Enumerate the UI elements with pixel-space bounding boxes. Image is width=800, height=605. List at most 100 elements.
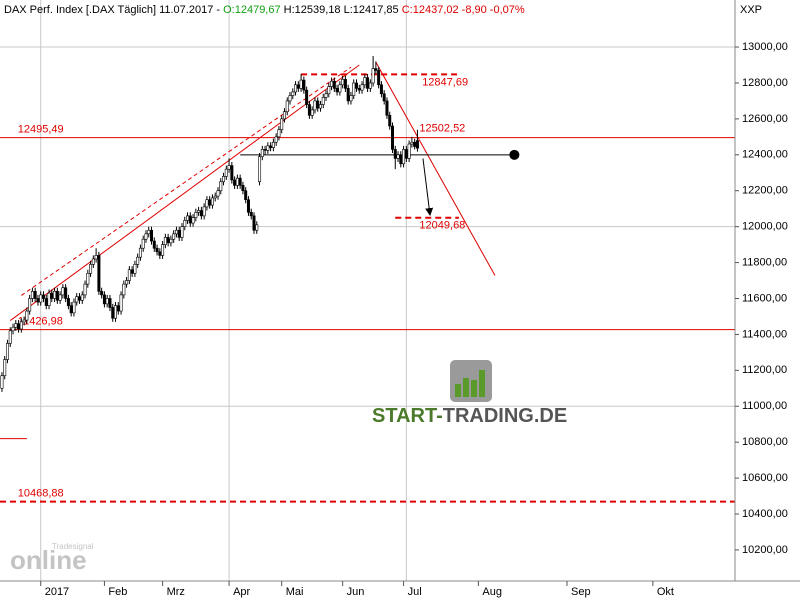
- candles: [0, 56, 419, 392]
- candle-body: [53, 291, 57, 299]
- candle-body: [404, 149, 408, 159]
- candle-body: [341, 79, 345, 86]
- candle-body: [305, 89, 309, 105]
- candle-body: [55, 291, 59, 301]
- x-tick-label: Okt: [657, 586, 674, 598]
- candle-body: [116, 305, 120, 312]
- candle-body: [94, 255, 98, 260]
- quote-open: O:12479,67: [223, 4, 281, 16]
- candle-body: [252, 215, 256, 231]
- y-tick-label: 12000,00: [742, 221, 788, 233]
- candle-body: [410, 141, 414, 145]
- candle-body: [241, 185, 245, 192]
- candle-body: [224, 168, 228, 177]
- candle-body: [202, 206, 206, 217]
- candle-body: [169, 238, 173, 244]
- candle-body: [161, 244, 165, 256]
- x-tick-label: Jul: [408, 586, 422, 598]
- y-tick-label: 11600,00: [742, 292, 787, 304]
- candle-body: [246, 199, 250, 213]
- candle-body: [30, 291, 34, 299]
- x-tick-label: 2017: [45, 586, 69, 598]
- candle-body: [39, 294, 43, 303]
- candle-body: [180, 226, 184, 238]
- candle-body: [64, 287, 68, 299]
- y-tick-label: 12400,00: [742, 149, 788, 161]
- candle-body: [327, 86, 331, 95]
- candle-body: [152, 240, 156, 249]
- candle-body: [277, 129, 281, 138]
- logo-bar: [463, 378, 469, 397]
- candle-body: [219, 181, 223, 192]
- candle-body: [258, 156, 262, 183]
- candle-body: [407, 143, 411, 159]
- candle-body: [230, 165, 234, 181]
- candle-body: [33, 291, 37, 299]
- y-tick-label: 10600,00: [742, 472, 788, 484]
- candle-body: [75, 296, 79, 303]
- y-tick-label: 12800,00: [742, 77, 788, 89]
- candle-body: [80, 294, 84, 301]
- candle-body: [108, 298, 112, 308]
- y-tick-label: 10400,00: [742, 508, 788, 520]
- y-tick-label: 10800,00: [742, 436, 788, 448]
- candle-body: [385, 100, 389, 116]
- candle-body: [191, 217, 195, 224]
- candle-body: [285, 100, 289, 113]
- candle-body: [77, 296, 81, 301]
- candle-body: [332, 80, 336, 89]
- candle-body: [238, 177, 242, 186]
- candle-body: [183, 220, 187, 227]
- candle-body: [324, 93, 328, 98]
- candle-body: [17, 323, 21, 330]
- trend-line: [9, 64, 360, 321]
- candle-body: [186, 215, 190, 221]
- title: DAX Perf. Index [.DAX Täglich] 11.07.201…: [4, 4, 220, 16]
- candle-body: [280, 118, 284, 130]
- candle-body: [97, 255, 101, 292]
- x-tick-label: Feb: [108, 586, 127, 598]
- level-label: 12049,68: [419, 220, 465, 232]
- candle-body: [399, 154, 403, 165]
- candle-body: [133, 264, 137, 274]
- axis-code: XXP: [740, 4, 762, 16]
- candle-body: [114, 305, 118, 319]
- candle-body: [86, 273, 90, 285]
- y-tick-label: 11200,00: [742, 364, 787, 376]
- candle-body: [368, 82, 372, 89]
- x-tick-label: Jun: [347, 586, 365, 598]
- candle-body: [89, 264, 93, 274]
- candle-body: [352, 82, 356, 96]
- candle-body: [0, 375, 4, 389]
- candle-body: [374, 68, 378, 71]
- candle-body: [360, 84, 364, 91]
- logo-bar: [471, 380, 477, 397]
- candle-body: [163, 237, 167, 245]
- candle-body: [155, 247, 159, 253]
- candle-body: [271, 141, 275, 148]
- candle-body: [210, 197, 214, 206]
- candle-body: [141, 238, 145, 249]
- y-axis-panel: [735, 0, 800, 600]
- candle-body: [302, 79, 306, 91]
- candle-body: [377, 70, 381, 86]
- candle-body: [172, 233, 176, 240]
- candle-body: [390, 125, 394, 150]
- candle-body: [69, 305, 73, 314]
- candle-body: [349, 95, 353, 102]
- candle-body: [354, 82, 358, 89]
- candle-body: [346, 88, 350, 102]
- candle-body: [8, 330, 12, 344]
- candle-body: [208, 199, 212, 206]
- candle-body: [415, 140, 419, 149]
- candle-body: [19, 321, 23, 330]
- candle-body: [291, 91, 295, 96]
- candle-body: [122, 283, 126, 296]
- quote-high-low: H:12539,18 L:12417,85: [284, 4, 399, 16]
- candle-body: [199, 210, 203, 217]
- arrow: [422, 158, 434, 217]
- candle-body: [413, 141, 417, 147]
- y-tick-label: 11800,00: [742, 256, 787, 268]
- candle-body: [338, 84, 342, 93]
